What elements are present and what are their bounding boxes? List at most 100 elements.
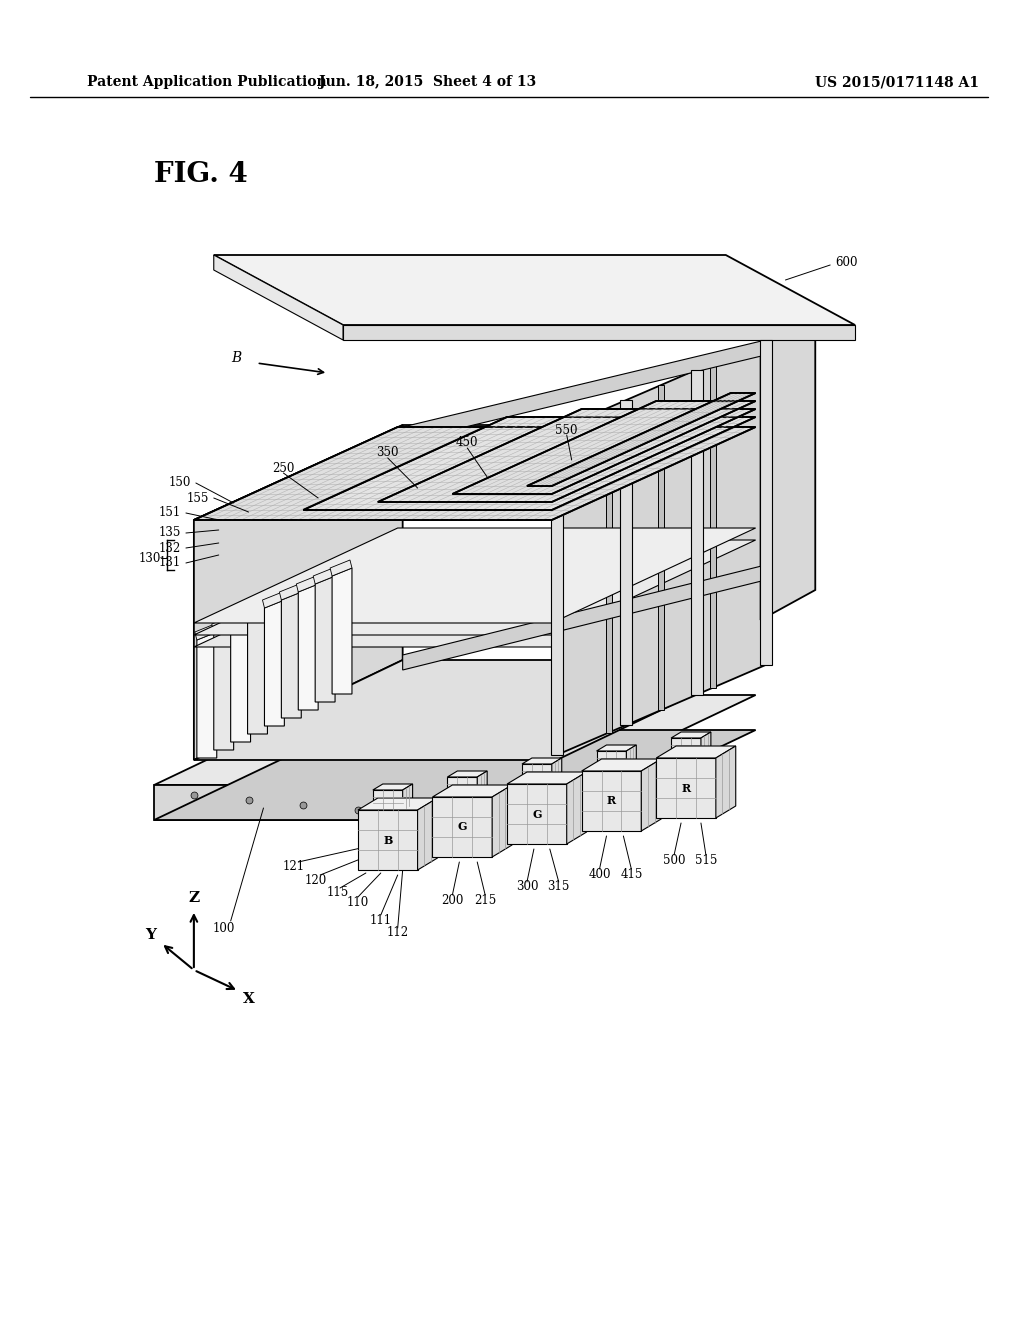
Polygon shape [507, 772, 587, 784]
Polygon shape [691, 370, 702, 694]
Text: 515: 515 [694, 854, 717, 866]
Polygon shape [582, 771, 641, 832]
Text: 130: 130 [138, 552, 161, 565]
Text: 315: 315 [548, 880, 570, 894]
Text: 131: 131 [159, 557, 181, 569]
Text: 550: 550 [555, 424, 578, 437]
Polygon shape [493, 785, 512, 857]
Polygon shape [658, 385, 665, 710]
Text: 110: 110 [347, 896, 369, 909]
Polygon shape [711, 363, 717, 688]
Polygon shape [330, 560, 352, 576]
Text: 500: 500 [663, 854, 685, 866]
Polygon shape [373, 789, 402, 810]
Text: 400: 400 [588, 867, 610, 880]
Polygon shape [477, 771, 487, 797]
Polygon shape [280, 583, 301, 601]
Polygon shape [447, 771, 487, 777]
Text: 121: 121 [283, 861, 304, 874]
Text: Y: Y [145, 928, 157, 942]
Polygon shape [447, 777, 477, 797]
Polygon shape [418, 799, 437, 870]
Text: 155: 155 [186, 491, 209, 504]
Polygon shape [154, 785, 566, 820]
Text: R: R [607, 796, 616, 807]
Polygon shape [194, 426, 756, 520]
Text: R: R [681, 783, 690, 793]
Polygon shape [402, 784, 413, 810]
Text: 250: 250 [272, 462, 295, 474]
Text: 150: 150 [169, 477, 190, 490]
Polygon shape [760, 341, 771, 665]
Text: 450: 450 [456, 437, 478, 450]
Polygon shape [527, 393, 756, 486]
Polygon shape [343, 325, 855, 341]
Text: 120: 120 [305, 874, 328, 887]
Polygon shape [701, 380, 761, 690]
Polygon shape [248, 609, 267, 734]
Polygon shape [566, 772, 587, 843]
Polygon shape [262, 591, 285, 609]
Text: 100: 100 [213, 921, 234, 935]
Polygon shape [195, 624, 217, 640]
Polygon shape [264, 601, 285, 726]
Polygon shape [453, 401, 756, 494]
Polygon shape [656, 758, 716, 818]
Text: 115: 115 [327, 887, 349, 899]
Polygon shape [282, 591, 301, 718]
Polygon shape [562, 440, 622, 750]
Text: 415: 415 [621, 867, 642, 880]
Polygon shape [194, 660, 766, 760]
Polygon shape [507, 784, 566, 843]
Text: X: X [243, 993, 255, 1006]
Polygon shape [358, 799, 437, 810]
Polygon shape [671, 733, 711, 738]
Text: 300: 300 [516, 880, 539, 894]
Polygon shape [296, 576, 318, 591]
Polygon shape [597, 744, 636, 751]
Polygon shape [432, 797, 493, 857]
Polygon shape [298, 583, 318, 710]
Text: 350: 350 [377, 446, 399, 459]
Polygon shape [313, 568, 335, 583]
Text: G: G [458, 821, 467, 833]
Polygon shape [552, 758, 562, 784]
Text: 215: 215 [474, 894, 497, 907]
Polygon shape [197, 632, 217, 758]
Text: 600: 600 [836, 256, 858, 268]
Polygon shape [522, 758, 562, 764]
Polygon shape [402, 565, 766, 671]
Polygon shape [557, 425, 766, 755]
Text: 135: 135 [159, 527, 181, 540]
Polygon shape [402, 341, 766, 442]
Polygon shape [378, 409, 756, 502]
Text: G: G [532, 808, 542, 820]
Text: 151: 151 [159, 507, 181, 520]
Text: 111: 111 [370, 913, 392, 927]
Polygon shape [522, 764, 552, 784]
Polygon shape [194, 552, 756, 647]
Polygon shape [557, 341, 766, 755]
Polygon shape [358, 810, 418, 870]
Text: Jun. 18, 2015  Sheet 4 of 13: Jun. 18, 2015 Sheet 4 of 13 [318, 75, 537, 88]
Polygon shape [582, 759, 662, 771]
Polygon shape [432, 785, 512, 797]
Polygon shape [154, 730, 756, 820]
Text: Z: Z [188, 891, 200, 906]
Polygon shape [212, 616, 233, 632]
Polygon shape [214, 255, 343, 341]
Polygon shape [606, 408, 612, 733]
Polygon shape [716, 746, 735, 818]
Polygon shape [246, 601, 267, 616]
Polygon shape [701, 733, 711, 758]
Text: B: B [231, 351, 242, 366]
Polygon shape [194, 425, 766, 520]
Text: 200: 200 [441, 894, 464, 907]
Polygon shape [627, 744, 636, 771]
Polygon shape [641, 759, 662, 832]
Polygon shape [154, 696, 756, 785]
Polygon shape [315, 576, 335, 702]
Text: B: B [383, 834, 392, 846]
Text: 112: 112 [387, 927, 409, 940]
Polygon shape [620, 400, 632, 725]
